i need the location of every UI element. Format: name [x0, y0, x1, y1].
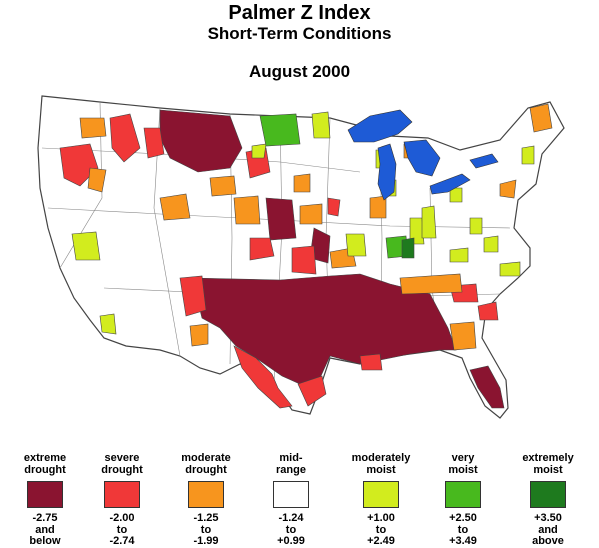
- lake-michigan: [377, 143, 397, 201]
- legend-label-line: drought: [185, 464, 227, 476]
- legend-item: very moist +2.50 to +3.49: [418, 448, 508, 548]
- legend-range-line: -2.00: [109, 512, 135, 524]
- legend-item: moderate drought -1.25 to -1.99: [161, 448, 251, 548]
- legend-label: extremely moist: [503, 448, 593, 476]
- legend-label: extreme drought: [0, 448, 90, 476]
- legend-label-line: very: [451, 452, 475, 464]
- legend-range-line: +3.49: [449, 535, 477, 547]
- legend-range-line: and: [35, 523, 55, 536]
- legend-item: extreme drought -2.75 and below: [0, 448, 90, 548]
- legend-label-line: moist: [533, 464, 563, 476]
- legend-label: severe drought: [77, 448, 167, 476]
- extremely-moist-areas: [401, 237, 415, 259]
- legend-label-line: moderate: [181, 452, 231, 464]
- legend-range-line: -2.74: [109, 535, 135, 547]
- legend-label-line: moist: [366, 464, 396, 476]
- legend-item: severe drought -2.00 to -2.74: [77, 448, 167, 548]
- legend-label: very moist: [418, 448, 508, 476]
- legend-range: +3.50 and above: [503, 512, 593, 548]
- lake-ontario: [469, 153, 499, 169]
- legend-range-line: +2.49: [367, 535, 395, 547]
- map-title: Palmer Z Index: [228, 2, 371, 24]
- map-subtitle: Short-Term Conditions: [207, 24, 392, 43]
- legend-label-line: moist: [448, 464, 478, 476]
- legend-range-line: to: [116, 523, 128, 536]
- legend-range-line: +0.99: [277, 535, 305, 547]
- legend-range-line: -1.99: [193, 535, 219, 547]
- legend-item: extremely moist +3.50 and above: [503, 448, 593, 548]
- legend-range-line: +2.50: [449, 512, 477, 524]
- legend-range-line: +3.50: [534, 512, 562, 524]
- legend-label-line: range: [276, 464, 306, 476]
- legend-range-line: below: [29, 535, 61, 547]
- legend-label-line: extremely: [522, 452, 574, 464]
- legend-range: -2.00 to -2.74: [77, 512, 167, 548]
- legend-label: moderately moist: [336, 448, 426, 476]
- legend-range-line: -1.25: [193, 512, 219, 524]
- legend-swatch: [363, 481, 399, 508]
- legend-range: -1.25 to -1.99: [161, 512, 251, 548]
- legend-swatch: [445, 481, 481, 508]
- legend-range-line: +1.00: [367, 512, 395, 524]
- legend-range-line: -1.24: [278, 512, 304, 524]
- legend-swatch: [104, 481, 140, 508]
- legend-label-line: drought: [101, 464, 143, 476]
- legend-swatch: [530, 481, 566, 508]
- legend-swatch: [273, 481, 309, 508]
- legend-range: -1.24 to +0.99: [246, 512, 336, 548]
- legend-range-line: -2.75: [32, 512, 58, 524]
- lake-huron: [403, 139, 441, 177]
- legend-label-line: extreme: [23, 452, 67, 464]
- moderately-moist-areas: [71, 111, 535, 335]
- map-period: August 2000: [248, 62, 351, 81]
- legend-range: +1.00 to +2.49: [336, 512, 426, 548]
- legend-label: mid-range: [246, 448, 336, 476]
- legend-swatch: [188, 481, 224, 508]
- severe-drought-areas: [59, 113, 499, 409]
- legend-swatch: [27, 481, 63, 508]
- legend-label-line: moderately: [351, 452, 411, 464]
- legend-range-line: to: [375, 523, 387, 536]
- great-lakes: [347, 109, 499, 201]
- legend-range-line: to: [457, 523, 469, 536]
- legend-range-line: above: [532, 535, 564, 547]
- legend-item: moderately moist +1.00 to +2.49: [336, 448, 426, 548]
- legend-item: mid-range -1.24 to +0.99: [246, 448, 336, 548]
- legend-label: moderate drought: [161, 448, 251, 476]
- legend-label-line: severe: [104, 452, 140, 464]
- lake-superior: [347, 109, 413, 143]
- legend-range: -2.75 and below: [0, 512, 90, 548]
- legend: extreme drought -2.75 and below severe drought…: [0, 448, 599, 548]
- legend-range: +2.50 to +3.49: [418, 512, 508, 548]
- legend-range-line: to: [200, 523, 212, 536]
- legend-label-line: drought: [24, 464, 66, 476]
- us-drought-map: [37, 95, 565, 419]
- legend-range-line: to: [285, 523, 297, 536]
- lake-erie: [429, 173, 471, 195]
- legend-range-line: and: [538, 523, 558, 536]
- legend-label-line: mid-: [279, 452, 303, 464]
